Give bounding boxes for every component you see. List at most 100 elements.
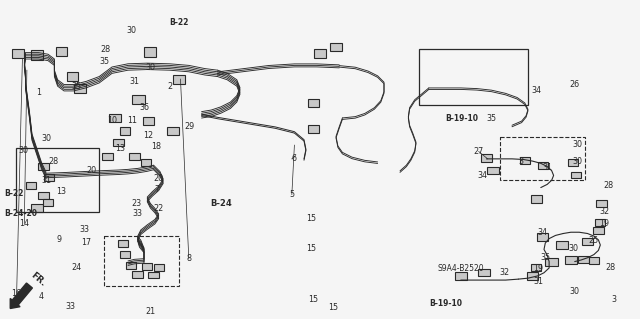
Text: 19: 19 bbox=[599, 219, 609, 228]
Text: 28: 28 bbox=[605, 263, 616, 272]
Text: 31: 31 bbox=[534, 277, 544, 286]
Bar bbox=[31, 204, 43, 212]
Text: 30: 30 bbox=[573, 157, 583, 166]
Text: 27: 27 bbox=[474, 147, 484, 156]
Bar bbox=[531, 195, 542, 204]
Bar bbox=[43, 199, 53, 206]
Bar bbox=[595, 219, 605, 226]
Text: 35: 35 bbox=[540, 253, 550, 262]
Bar bbox=[56, 47, 67, 56]
Bar bbox=[419, 49, 528, 105]
Text: 34: 34 bbox=[538, 228, 548, 237]
Text: 35: 35 bbox=[99, 57, 109, 66]
Text: 20: 20 bbox=[154, 174, 164, 183]
Bar bbox=[568, 159, 578, 166]
Bar bbox=[142, 263, 152, 270]
Bar bbox=[109, 114, 121, 122]
Text: 31: 31 bbox=[543, 163, 553, 172]
Text: 14: 14 bbox=[19, 219, 29, 228]
Bar bbox=[144, 47, 156, 57]
Bar bbox=[531, 264, 541, 271]
Text: 16: 16 bbox=[12, 289, 22, 298]
Bar bbox=[16, 148, 99, 212]
Text: 4: 4 bbox=[39, 292, 44, 301]
Text: 11: 11 bbox=[127, 116, 138, 125]
Bar bbox=[593, 227, 604, 234]
Text: 21: 21 bbox=[145, 307, 156, 315]
Bar bbox=[120, 251, 130, 258]
Text: 36: 36 bbox=[140, 103, 150, 112]
Bar bbox=[12, 49, 24, 58]
Text: B-24-20: B-24-20 bbox=[4, 209, 37, 218]
Bar bbox=[487, 167, 499, 174]
Text: 13: 13 bbox=[56, 187, 66, 196]
Text: 8: 8 bbox=[186, 254, 191, 263]
Bar bbox=[154, 264, 164, 271]
Text: 30: 30 bbox=[41, 134, 51, 143]
Bar bbox=[520, 157, 530, 164]
Bar bbox=[141, 159, 151, 166]
Text: 2: 2 bbox=[167, 82, 172, 91]
Text: 34: 34 bbox=[477, 171, 488, 180]
Text: 15: 15 bbox=[308, 295, 319, 304]
Bar bbox=[538, 162, 548, 169]
Text: 32: 32 bbox=[499, 268, 509, 277]
Text: 30: 30 bbox=[568, 244, 579, 253]
Text: 30: 30 bbox=[570, 287, 580, 296]
Text: 24: 24 bbox=[72, 263, 82, 272]
Text: 23: 23 bbox=[131, 199, 141, 208]
Bar bbox=[308, 99, 319, 107]
Bar bbox=[74, 84, 86, 93]
Text: B-19-10: B-19-10 bbox=[429, 299, 462, 308]
Text: 3: 3 bbox=[518, 157, 524, 166]
Text: 34: 34 bbox=[531, 86, 541, 95]
FancyArrow shape bbox=[10, 283, 33, 308]
Bar bbox=[118, 240, 128, 247]
Text: 30: 30 bbox=[573, 140, 583, 149]
Text: 6: 6 bbox=[292, 154, 297, 163]
Bar bbox=[582, 238, 593, 245]
Text: 33: 33 bbox=[79, 225, 90, 234]
Text: 31: 31 bbox=[41, 176, 51, 185]
Bar bbox=[129, 153, 140, 160]
Text: 25: 25 bbox=[589, 236, 599, 245]
Text: 28: 28 bbox=[100, 45, 111, 54]
Bar bbox=[31, 50, 43, 60]
Bar bbox=[571, 172, 581, 178]
Bar bbox=[148, 272, 159, 278]
Text: 18: 18 bbox=[151, 142, 161, 151]
Text: 32: 32 bbox=[599, 207, 609, 216]
Bar bbox=[527, 272, 538, 280]
Text: 22: 22 bbox=[154, 204, 164, 213]
Text: B-22: B-22 bbox=[4, 189, 23, 198]
Text: 15: 15 bbox=[307, 244, 317, 253]
Text: B-19-10: B-19-10 bbox=[445, 114, 478, 123]
Text: 26: 26 bbox=[570, 80, 580, 89]
Bar bbox=[173, 75, 185, 84]
Bar bbox=[104, 236, 179, 286]
Bar bbox=[26, 182, 36, 189]
Bar bbox=[67, 72, 78, 81]
Bar bbox=[308, 125, 319, 133]
Text: 15: 15 bbox=[307, 214, 317, 223]
Text: 20: 20 bbox=[86, 166, 97, 175]
Text: S9A4-B2520: S9A4-B2520 bbox=[438, 264, 484, 273]
Bar bbox=[102, 153, 113, 160]
Text: 9: 9 bbox=[56, 235, 61, 244]
Text: 35: 35 bbox=[486, 114, 497, 122]
Text: 1: 1 bbox=[36, 88, 41, 97]
Bar bbox=[314, 49, 326, 58]
Text: 5: 5 bbox=[289, 190, 294, 199]
Bar bbox=[132, 95, 145, 104]
Bar bbox=[38, 163, 49, 170]
Bar bbox=[38, 192, 49, 199]
Text: 19: 19 bbox=[533, 264, 543, 273]
Bar bbox=[44, 174, 54, 181]
Bar bbox=[478, 269, 490, 276]
Text: 31: 31 bbox=[129, 78, 140, 86]
Bar bbox=[126, 262, 136, 269]
Bar bbox=[596, 200, 607, 207]
Bar bbox=[167, 127, 179, 136]
Bar bbox=[143, 117, 154, 125]
Bar bbox=[556, 241, 568, 249]
